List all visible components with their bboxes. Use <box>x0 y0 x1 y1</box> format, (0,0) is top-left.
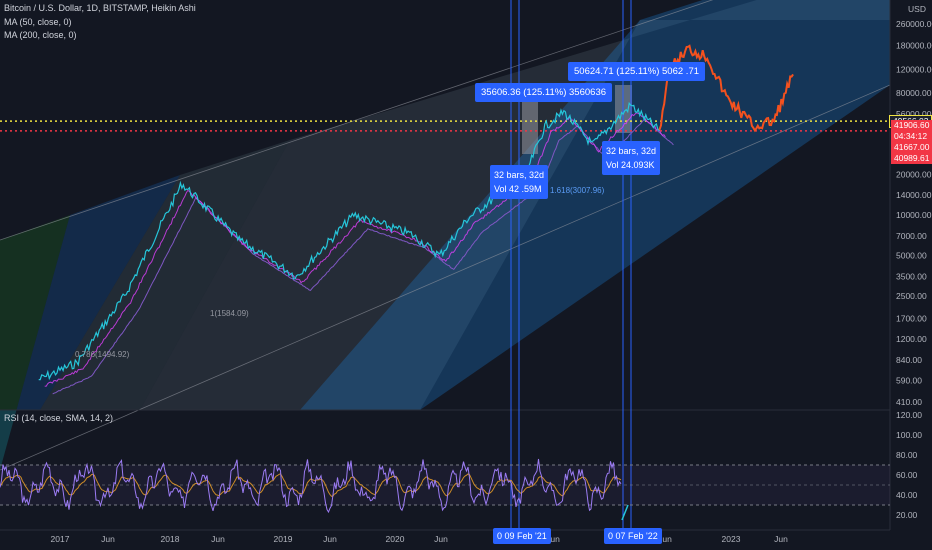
ma50-line <box>44 112 666 387</box>
fib-label-1618: 1.618(3007.96) <box>550 186 605 195</box>
time-tick-label: 2023 <box>722 534 741 544</box>
price-tick-label: 7000.00 <box>896 231 927 241</box>
rsi-sma-line <box>0 473 622 497</box>
price-tick-label: 1200.00 <box>896 334 927 344</box>
band-blue-1 <box>0 175 180 470</box>
rsi-tick-label: 120.00 <box>896 410 922 420</box>
price-box: 40989.61 <box>891 152 932 164</box>
fib-label-1: 1(1584.09) <box>210 309 249 318</box>
time-tick-label: 2020 <box>386 534 405 544</box>
price-line <box>38 101 660 381</box>
time-tick-label: Jun <box>211 534 225 544</box>
rsi-tick-label: 80.00 <box>896 450 918 460</box>
price-tick-label: 56000.00 <box>896 109 932 119</box>
time-marker-feb22[interactable]: 0 07 Feb '22 <box>604 528 662 544</box>
price-box: 41667.00 <box>891 141 932 153</box>
time-tick-label: Jun <box>658 534 672 544</box>
time-tick-label: Jun <box>434 534 448 544</box>
price-tick-label: 410.00 <box>896 397 922 407</box>
currency-label: USD <box>908 4 926 14</box>
price-tick-label: 840.00 <box>896 355 922 365</box>
ma200-line <box>52 118 674 395</box>
price-tick-label: 120000.00 <box>896 64 932 74</box>
bars-box-right-count: 32 bars, 32d <box>606 146 657 156</box>
fib-label-0786: 0.786(1494.92) <box>75 350 130 359</box>
price-tick-label: 14000.00 <box>896 190 932 200</box>
price-tick-label: 590.00 <box>896 376 922 386</box>
rsi-tick-label: 20.00 <box>896 510 918 520</box>
channel-lower <box>0 84 891 471</box>
rsi-projection <box>621 504 629 521</box>
bars-box-right-vol: Vol 24.093K <box>606 160 655 170</box>
bars-box-left[interactable]: 32 bars, 32d Vol 42 .59M <box>490 165 549 199</box>
price-tick-label: 20000.00 <box>896 169 932 179</box>
measure-callout-right[interactable]: 50624.71 (125.11%) 5062 .71 <box>568 62 706 81</box>
bars-box-left-vol: Vol 42 .59M <box>494 184 542 194</box>
measure-rect-left[interactable] <box>522 98 538 154</box>
band-gray-2 <box>140 0 890 410</box>
ma200-legend[interactable]: MA (200, close, 0) <box>4 30 77 40</box>
price-tick-label: 3500.00 <box>896 271 927 281</box>
time-marker-feb21[interactable]: 0 09 Feb '21 <box>493 528 551 544</box>
price-tick-label: 2500.00 <box>896 291 927 301</box>
channel-upper <box>0 0 714 241</box>
time-axis[interactable]: 2017 Jun 2018 Jun 2019 Jun 2020 Jun Jun Jun 2023 Ju… <box>51 534 789 544</box>
price-box: 04:34:12 <box>891 130 932 142</box>
ma50-legend[interactable]: MA (50, close, 0) <box>4 17 72 27</box>
time-tick-label: Jun <box>546 534 560 544</box>
symbol-legend[interactable]: Bitcoin / U.S. Dollar, 1D, BITSTAMP, Hei… <box>4 3 196 13</box>
time-tick-label: 2017 <box>51 534 70 544</box>
rsi-line <box>0 458 622 514</box>
band-blue-2 <box>300 0 890 410</box>
price-tick-label: 80000.00 <box>896 88 932 98</box>
price-axis[interactable]: 260000.00 180000.00 120000.00 80000.00 56000… <box>896 19 932 407</box>
bars-box-left-count: 32 bars, 32d <box>494 170 545 180</box>
price-tick-label: 260000.00 <box>896 19 932 29</box>
rsi-tick-label: 100.00 <box>896 430 922 440</box>
price-tick-label: 1700.00 <box>896 314 927 324</box>
time-tick-label: 2018 <box>161 534 180 544</box>
time-tick-label: Jun <box>323 534 337 544</box>
rsi-axis[interactable]: 120.00 100.00 80.00 60.00 40.00 20.00 <box>896 410 922 520</box>
rsi-tick-label: 60.00 <box>896 470 918 480</box>
band-green <box>0 215 70 470</box>
rsi-tick-label: 40.00 <box>896 490 918 500</box>
price-tick-label: 180000.00 <box>896 41 932 51</box>
price-box: 41906.60 <box>891 119 932 131</box>
measure-callout-left[interactable]: 35606.36 (125.11%) 3560636 <box>475 83 613 102</box>
time-tick-label: 2019 <box>274 534 293 544</box>
time-tick-label: Jun <box>774 534 788 544</box>
rsi-legend[interactable]: RSI (14, close, SMA, 14, 2) <box>4 413 114 423</box>
price-tick-label: 10000.00 <box>896 210 932 220</box>
projection-line <box>658 44 794 133</box>
price-tick-label: 5000.00 <box>896 250 927 260</box>
time-tick-label: Jun <box>101 534 115 544</box>
bars-box-right[interactable]: 32 bars, 32d Vol 24.093K <box>602 141 661 175</box>
